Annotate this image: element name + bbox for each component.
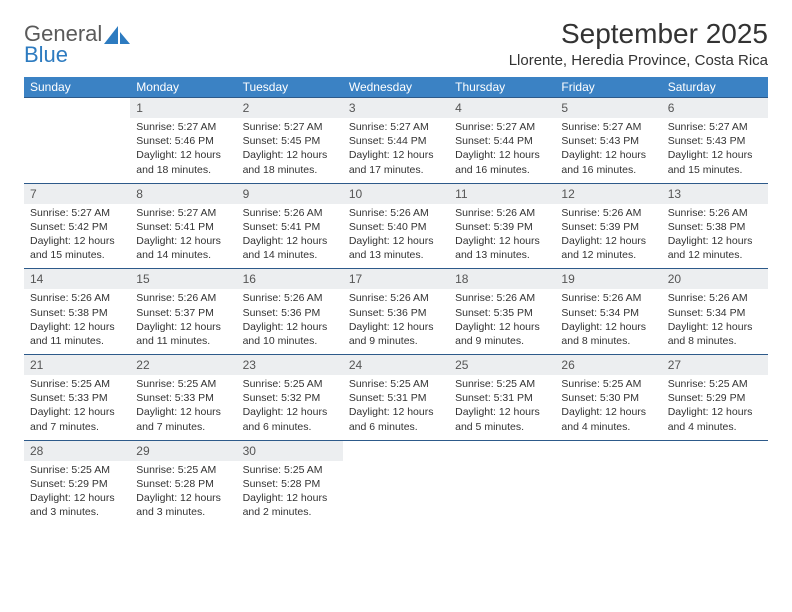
day-number-cell: 25 (449, 355, 555, 376)
day-content-cell (343, 461, 449, 526)
day-content-cell (555, 461, 661, 526)
day-number-row: 282930 (24, 440, 768, 461)
day-number-cell: 3 (343, 98, 449, 119)
header: General Blue September 2025 Llorente, He… (24, 18, 768, 69)
day-content-cell: Sunrise: 5:25 AMSunset: 5:28 PMDaylight:… (130, 461, 236, 526)
logo: General Blue (24, 18, 130, 66)
day-content-cell: Sunrise: 5:25 AMSunset: 5:32 PMDaylight:… (237, 375, 343, 440)
day-number-cell: 21 (24, 355, 130, 376)
day-number-cell: 18 (449, 269, 555, 290)
day-content-row: Sunrise: 5:26 AMSunset: 5:38 PMDaylight:… (24, 289, 768, 354)
col-tuesday: Tuesday (237, 77, 343, 98)
day-number-cell: 7 (24, 183, 130, 204)
day-content-cell (662, 461, 768, 526)
day-number-cell: 11 (449, 183, 555, 204)
day-number-cell: 2 (237, 98, 343, 119)
day-content-cell: Sunrise: 5:26 AMSunset: 5:38 PMDaylight:… (662, 204, 768, 269)
day-content-row: Sunrise: 5:25 AMSunset: 5:29 PMDaylight:… (24, 461, 768, 526)
day-number-cell: 4 (449, 98, 555, 119)
day-number-cell: 26 (555, 355, 661, 376)
day-number-cell (24, 98, 130, 119)
day-number-cell: 13 (662, 183, 768, 204)
day-number-cell (662, 440, 768, 461)
day-content-cell (449, 461, 555, 526)
day-content-cell: Sunrise: 5:26 AMSunset: 5:36 PMDaylight:… (343, 289, 449, 354)
day-content-cell: Sunrise: 5:27 AMSunset: 5:46 PMDaylight:… (130, 118, 236, 183)
day-content-cell: Sunrise: 5:26 AMSunset: 5:34 PMDaylight:… (555, 289, 661, 354)
col-sunday: Sunday (24, 77, 130, 98)
day-number-cell: 27 (662, 355, 768, 376)
col-thursday: Thursday (449, 77, 555, 98)
day-content-row: Sunrise: 5:27 AMSunset: 5:46 PMDaylight:… (24, 118, 768, 183)
day-header-row: Sunday Monday Tuesday Wednesday Thursday… (24, 77, 768, 98)
day-number-row: 14151617181920 (24, 269, 768, 290)
day-content-cell: Sunrise: 5:27 AMSunset: 5:43 PMDaylight:… (662, 118, 768, 183)
day-content-cell: Sunrise: 5:26 AMSunset: 5:38 PMDaylight:… (24, 289, 130, 354)
day-content-cell: Sunrise: 5:25 AMSunset: 5:31 PMDaylight:… (449, 375, 555, 440)
calendar-table: Sunday Monday Tuesday Wednesday Thursday… (24, 77, 768, 525)
day-number-cell: 28 (24, 440, 130, 461)
day-number-cell: 24 (343, 355, 449, 376)
day-content-cell: Sunrise: 5:26 AMSunset: 5:40 PMDaylight:… (343, 204, 449, 269)
day-number-cell (555, 440, 661, 461)
col-saturday: Saturday (662, 77, 768, 98)
day-number-cell (449, 440, 555, 461)
day-number-row: 123456 (24, 98, 768, 119)
day-number-cell: 8 (130, 183, 236, 204)
day-content-cell (24, 118, 130, 183)
logo-word2: Blue (24, 42, 68, 67)
day-number-cell: 29 (130, 440, 236, 461)
day-content-cell: Sunrise: 5:26 AMSunset: 5:36 PMDaylight:… (237, 289, 343, 354)
day-number-cell: 12 (555, 183, 661, 204)
day-content-cell: Sunrise: 5:25 AMSunset: 5:28 PMDaylight:… (237, 461, 343, 526)
day-content-cell: Sunrise: 5:25 AMSunset: 5:29 PMDaylight:… (24, 461, 130, 526)
day-number-cell: 22 (130, 355, 236, 376)
day-content-row: Sunrise: 5:27 AMSunset: 5:42 PMDaylight:… (24, 204, 768, 269)
day-content-row: Sunrise: 5:25 AMSunset: 5:33 PMDaylight:… (24, 375, 768, 440)
day-content-cell: Sunrise: 5:27 AMSunset: 5:44 PMDaylight:… (449, 118, 555, 183)
day-number-cell: 14 (24, 269, 130, 290)
day-content-cell: Sunrise: 5:26 AMSunset: 5:41 PMDaylight:… (237, 204, 343, 269)
title-block: September 2025 Llorente, Heredia Provinc… (509, 18, 768, 69)
day-number-cell: 10 (343, 183, 449, 204)
calendar-body: 123456Sunrise: 5:27 AMSunset: 5:46 PMDay… (24, 98, 768, 526)
day-content-cell: Sunrise: 5:27 AMSunset: 5:45 PMDaylight:… (237, 118, 343, 183)
day-content-cell: Sunrise: 5:26 AMSunset: 5:39 PMDaylight:… (555, 204, 661, 269)
day-number-cell: 5 (555, 98, 661, 119)
day-content-cell: Sunrise: 5:27 AMSunset: 5:44 PMDaylight:… (343, 118, 449, 183)
day-number-cell: 23 (237, 355, 343, 376)
calendar-page: General Blue September 2025 Llorente, He… (0, 0, 792, 525)
day-content-cell: Sunrise: 5:25 AMSunset: 5:33 PMDaylight:… (24, 375, 130, 440)
day-content-cell: Sunrise: 5:26 AMSunset: 5:37 PMDaylight:… (130, 289, 236, 354)
day-content-cell: Sunrise: 5:26 AMSunset: 5:39 PMDaylight:… (449, 204, 555, 269)
day-content-cell: Sunrise: 5:27 AMSunset: 5:42 PMDaylight:… (24, 204, 130, 269)
col-monday: Monday (130, 77, 236, 98)
col-wednesday: Wednesday (343, 77, 449, 98)
day-number-row: 21222324252627 (24, 355, 768, 376)
day-number-cell: 17 (343, 269, 449, 290)
day-number-cell: 19 (555, 269, 661, 290)
day-content-cell: Sunrise: 5:26 AMSunset: 5:35 PMDaylight:… (449, 289, 555, 354)
day-content-cell: Sunrise: 5:27 AMSunset: 5:41 PMDaylight:… (130, 204, 236, 269)
day-content-cell: Sunrise: 5:27 AMSunset: 5:43 PMDaylight:… (555, 118, 661, 183)
day-number-row: 78910111213 (24, 183, 768, 204)
logo-sail-icon (104, 26, 130, 48)
day-number-cell: 6 (662, 98, 768, 119)
day-content-cell: Sunrise: 5:26 AMSunset: 5:34 PMDaylight:… (662, 289, 768, 354)
logo-text: General Blue (24, 24, 102, 66)
day-number-cell: 30 (237, 440, 343, 461)
day-content-cell: Sunrise: 5:25 AMSunset: 5:30 PMDaylight:… (555, 375, 661, 440)
day-content-cell: Sunrise: 5:25 AMSunset: 5:33 PMDaylight:… (130, 375, 236, 440)
day-content-cell: Sunrise: 5:25 AMSunset: 5:29 PMDaylight:… (662, 375, 768, 440)
day-number-cell: 16 (237, 269, 343, 290)
month-title: September 2025 (509, 18, 768, 50)
day-number-cell (343, 440, 449, 461)
day-number-cell: 1 (130, 98, 236, 119)
col-friday: Friday (555, 77, 661, 98)
day-content-cell: Sunrise: 5:25 AMSunset: 5:31 PMDaylight:… (343, 375, 449, 440)
location-text: Llorente, Heredia Province, Costa Rica (509, 52, 768, 69)
day-number-cell: 20 (662, 269, 768, 290)
day-number-cell: 9 (237, 183, 343, 204)
day-number-cell: 15 (130, 269, 236, 290)
